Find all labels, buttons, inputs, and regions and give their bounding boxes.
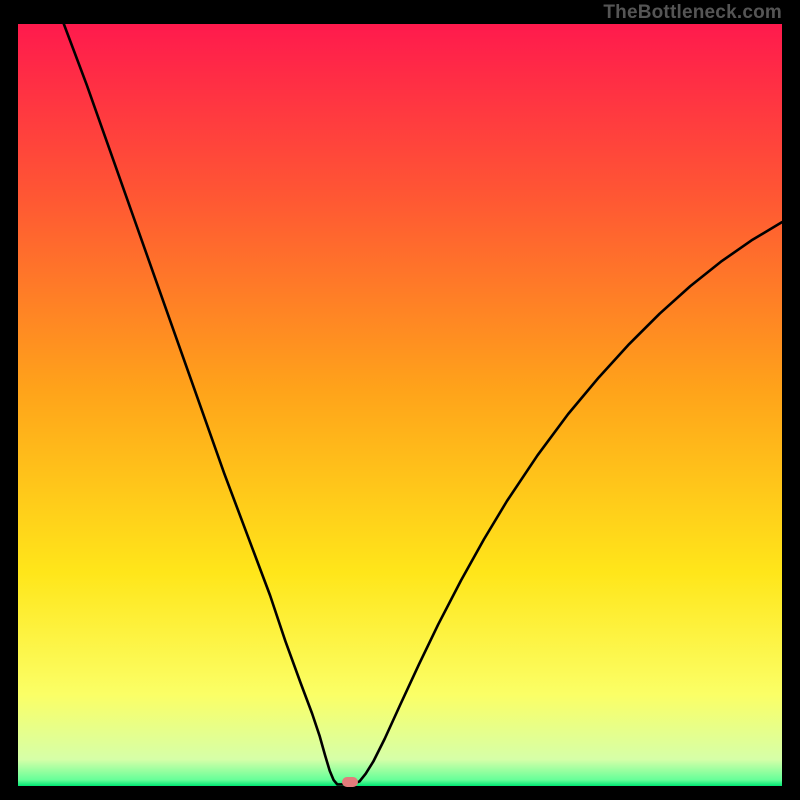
watermark-text: TheBottleneck.com	[603, 2, 782, 24]
plot-area	[18, 24, 782, 786]
optimal-point-marker	[342, 777, 358, 787]
bottleneck-curve	[18, 24, 782, 786]
chart-frame: TheBottleneck.com	[0, 0, 800, 800]
